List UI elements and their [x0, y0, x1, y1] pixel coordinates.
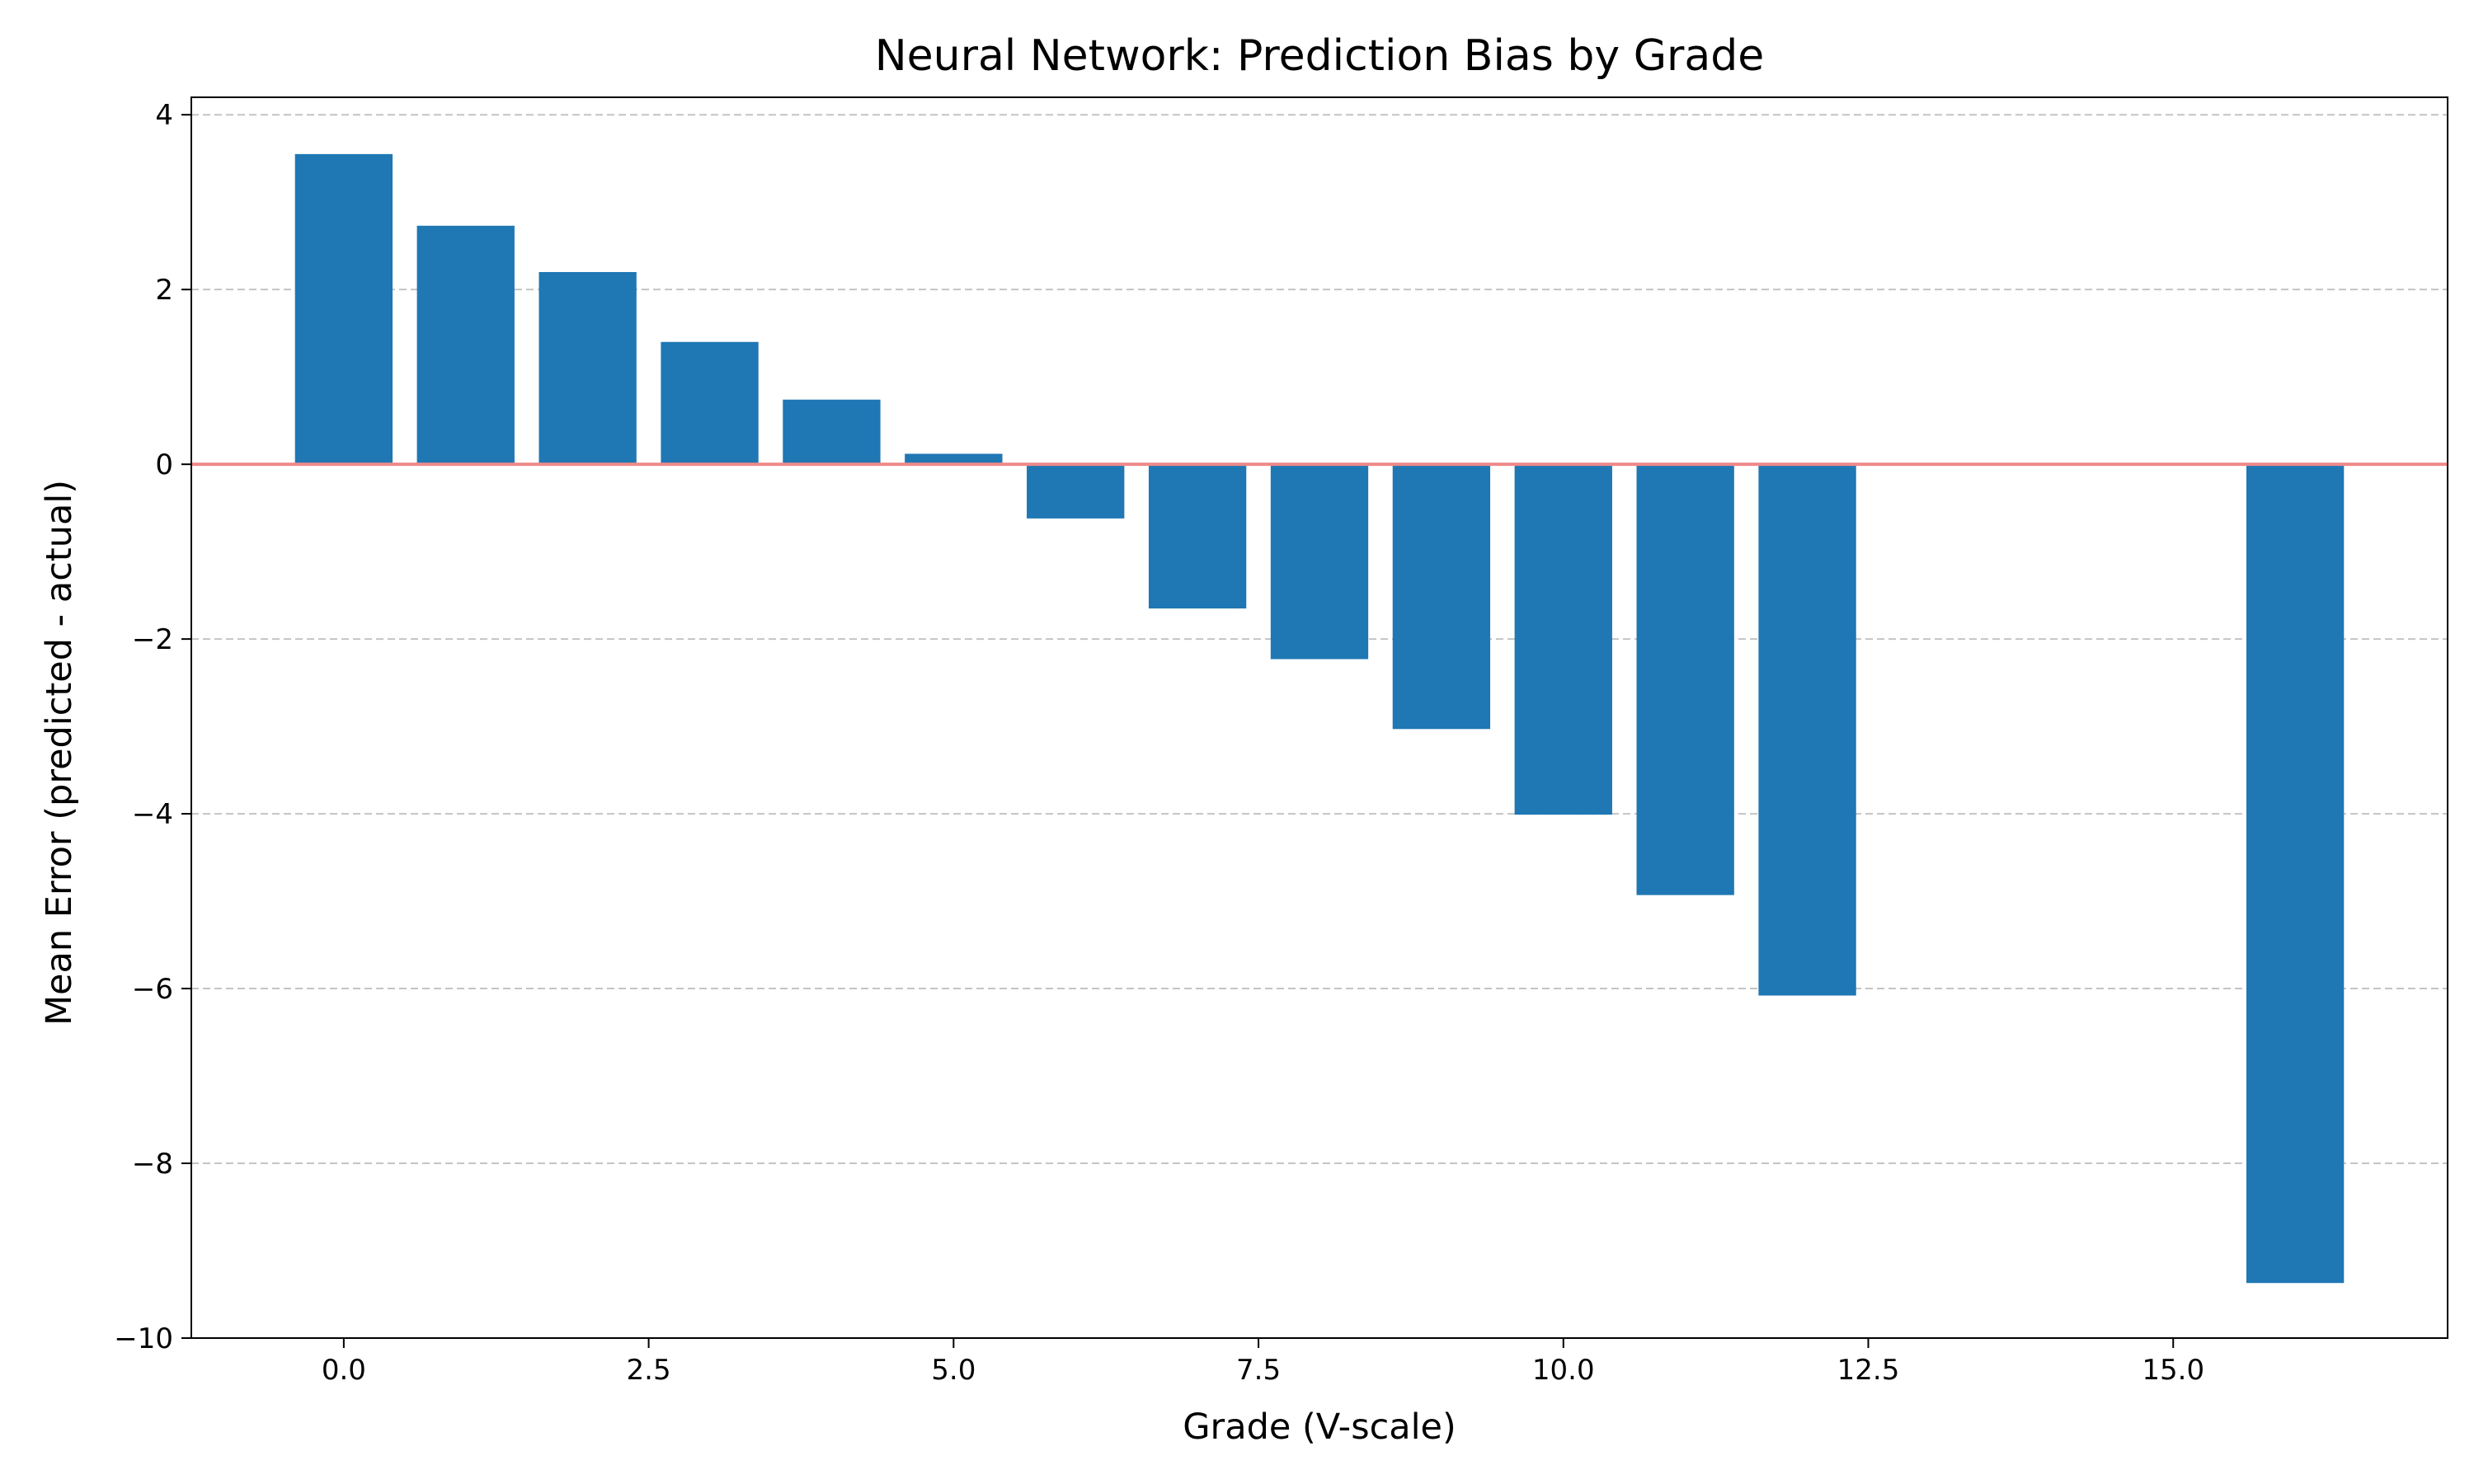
y-tick-label: 2 — [155, 274, 173, 307]
y-tick-label: 4 — [155, 99, 173, 132]
bar — [2246, 464, 2345, 1284]
bars — [294, 153, 2345, 1284]
x-tick-label: 7.5 — [1236, 1354, 1281, 1387]
grid-lines — [191, 114, 2448, 1339]
bar — [905, 453, 1003, 465]
chart-title: Neural Network: Prediction Bias by Grade — [875, 31, 1765, 81]
bar — [1758, 464, 1856, 996]
y-tick-label: −8 — [132, 1148, 173, 1181]
bar — [661, 341, 759, 465]
y-axis-label: Mean Error (predicted - actual) — [39, 480, 80, 1026]
bar — [1636, 464, 1734, 895]
bar — [1027, 464, 1125, 519]
bar — [539, 271, 637, 465]
y-tick-label: 0 — [155, 448, 173, 481]
y-tick-label: −6 — [132, 973, 173, 1006]
bar — [294, 153, 393, 465]
bar — [1270, 464, 1369, 660]
x-tick-label: 15.0 — [2142, 1354, 2204, 1387]
x-tick-label: 10.0 — [1532, 1354, 1595, 1387]
y-tick-label: −4 — [132, 798, 173, 831]
x-tick-label: 0.0 — [322, 1354, 366, 1387]
x-tick-label: 12.5 — [1837, 1354, 1900, 1387]
y-tick-label: −2 — [132, 623, 173, 656]
bar — [783, 399, 881, 465]
x-tick-label: 2.5 — [627, 1354, 671, 1387]
bar — [1514, 464, 1612, 815]
bar — [1148, 464, 1247, 609]
bar — [1392, 464, 1491, 730]
axis-ticks: 4 2 0 −2 −4 −6 −8 −10 0.0 2.5 5.0 7.5 10.0 12.5 15.0 — [114, 99, 2204, 1387]
x-axis-label: Grade (V-scale) — [1183, 1407, 1456, 1448]
bar — [416, 225, 515, 465]
x-tick-label: 5.0 — [931, 1354, 976, 1387]
y-tick-label: −10 — [114, 1322, 173, 1355]
plot-frame — [190, 96, 2448, 1339]
